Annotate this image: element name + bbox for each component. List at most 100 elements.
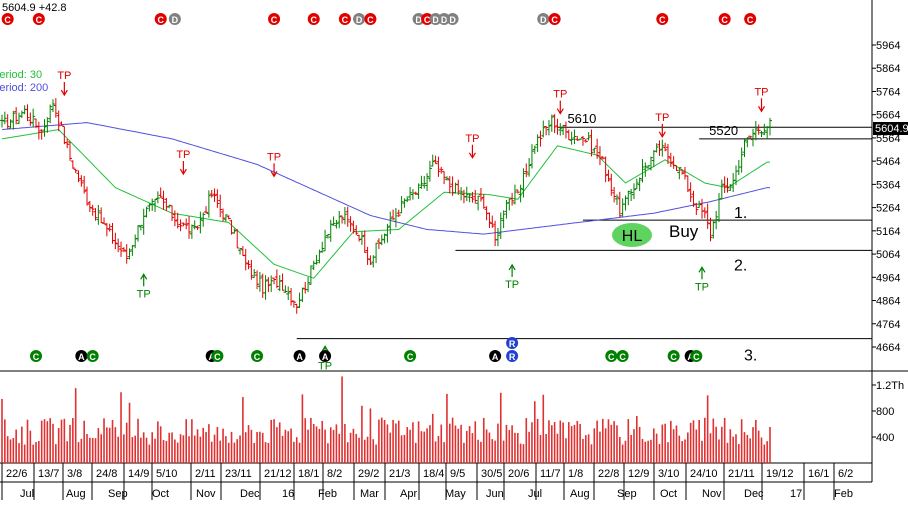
ohlc-bar [39,129,44,140]
ohlc-bar [56,110,61,132]
svg-text:TP: TP [553,89,567,101]
ohlc-bar [425,173,430,192]
ohlc-bar [243,248,248,271]
event-badge[interactable]: D [446,13,459,25]
date-tick-label: 9/5 [450,468,465,480]
ohlc-bar [490,215,495,228]
event-badge[interactable]: C [605,350,618,362]
ohlc-bar [629,188,634,201]
event-badge[interactable]: C [1,13,14,25]
svg-text:TP: TP [465,133,479,145]
event-badge[interactable]: A [293,350,306,362]
ohlc-bar [702,207,707,219]
ohlc-bar [459,187,464,201]
event-badge[interactable]: C [30,350,43,362]
event-badge[interactable]: C [307,13,320,25]
event-badge[interactable]: C [616,350,629,362]
event-badge[interactable]: C [690,350,703,362]
event-badge[interactable]: C [32,13,45,25]
event-badge[interactable]: D [537,13,550,25]
ohlc-bar [665,143,670,165]
ohlc-bar [274,269,279,289]
ohlc-bar [215,189,220,208]
event-badge[interactable]: R [506,337,519,349]
ohlc-bar [510,192,515,206]
ohlc-bar [317,249,322,264]
ohlc-bar [722,176,727,194]
event-badge[interactable]: D [353,13,366,25]
ohlc-bar [532,145,537,154]
event-badge[interactable]: D [438,13,451,25]
ohlc-bar [422,175,427,189]
event-badge[interactable]: A [489,350,502,362]
ohlc-bar [70,160,75,169]
tp-down-marker: TP [267,151,281,178]
ohlc-bar [444,176,449,181]
current-price-label: 5604.9 [875,123,908,135]
event-badge[interactable]: D [168,13,181,25]
ohlc-bar [212,188,217,202]
event-badge[interactable]: C [718,13,731,25]
ohlc-bar [379,234,384,246]
level-label: 5520 [709,123,738,138]
month-label: 16 [282,488,294,500]
ohlc-bar [198,211,203,234]
event-badge[interactable]: D [429,13,442,25]
date-tick-label: 1/8 [568,468,583,480]
event-badge[interactable]: C [744,13,757,25]
ohlc-bar [467,193,472,203]
event-badge[interactable]: D [412,13,425,25]
event-badge[interactable]: C [421,13,434,25]
event-badge[interactable]: C [548,13,561,25]
event-badge[interactable]: A [75,350,88,362]
price-tick-label: 5564 [876,133,900,145]
event-badge[interactable]: R [506,350,519,362]
ohlc-bar [597,146,602,166]
ohlc-bar [354,225,359,236]
ohlc-bar [521,168,526,198]
event-badges[interactable]: CCCDCCCDCDCDDDDCCCCCACACCAACARCCCACR [1,13,757,362]
ohlc-bar [405,196,410,203]
event-badge[interactable]: C [211,350,224,362]
date-tick-label: 30/5 [481,468,502,480]
event-badge[interactable]: C [251,350,264,362]
ohlc-bar [294,303,299,314]
event-badge[interactable]: C [86,350,99,362]
event-badge[interactable]: C [404,350,417,362]
ohlc-bar [538,130,543,147]
ohlc-bar [558,123,563,136]
month-label: 17 [790,488,802,500]
ohlc-bar [87,201,92,212]
event-badge[interactable]: C [338,13,351,25]
ohlc-bar [626,190,631,206]
ohlc-bar [206,190,211,218]
ohlc-bar [606,169,611,182]
ohlc-bar [334,219,339,229]
ohlc-bar [283,285,288,293]
ohlc-bar [286,286,291,301]
svg-text:D: D [415,15,422,25]
event-badge[interactable]: C [268,13,281,25]
event-badge[interactable]: C [154,13,167,25]
date-tick-label: 14/9 [128,468,149,480]
ohlc-bar [99,207,104,224]
ohlc-bar [325,234,330,239]
svg-text:R: R [509,352,516,362]
event-badge[interactable]: A [319,350,332,362]
ohlc-bar [473,189,478,204]
event-badge[interactable]: C [656,13,669,25]
ohlc-bar [153,198,158,212]
ohlc-bar [340,215,345,224]
date-tick-label: 21/12 [264,468,292,480]
ohlc-bar [745,137,750,148]
event-badge[interactable]: C [667,350,680,362]
ohlc-bar [634,178,639,190]
ohlc-bar [351,220,356,234]
svg-text:C: C [36,15,43,25]
event-badge[interactable]: C [364,13,377,25]
price-tick-label: 5364 [876,179,900,191]
date-tick-label: 3/10 [658,468,679,480]
ohlc-bar [413,191,418,195]
